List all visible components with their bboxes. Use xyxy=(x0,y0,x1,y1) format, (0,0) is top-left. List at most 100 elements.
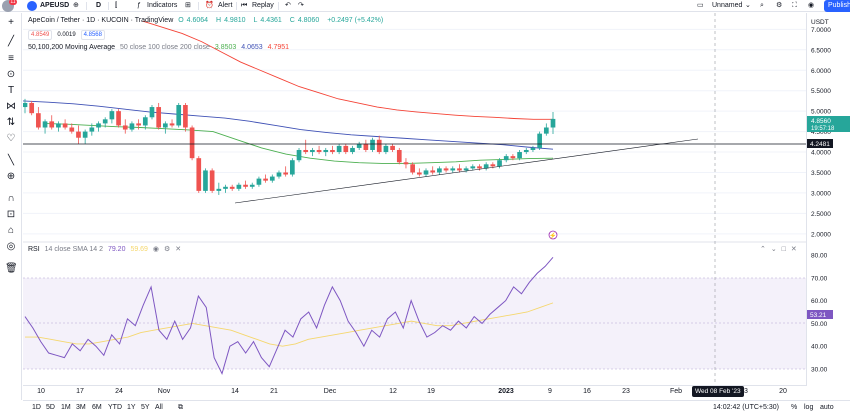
camera-icon[interactable]: ◉ xyxy=(808,2,815,9)
candle xyxy=(470,164,476,171)
templates-icon[interactable]: ⊞ xyxy=(185,2,191,9)
rsi-ma-line xyxy=(25,302,554,347)
range-button-all[interactable]: All xyxy=(155,404,163,411)
trash-icon[interactable]: 🗑 xyxy=(5,263,18,274)
candle xyxy=(336,143,342,155)
ma-legend: 50,100,200 Moving Average 50 close 100 c… xyxy=(28,44,292,51)
legend-change: +0.2497 (+5.42%) xyxy=(327,17,384,24)
publish-button[interactable]: Publish xyxy=(824,0,850,12)
trend-line-drawing[interactable] xyxy=(234,138,699,204)
fullscreen-icon[interactable]: ⛶ xyxy=(792,2,797,9)
hide-icon[interactable]: ◎ xyxy=(6,241,16,252)
clock[interactable]: 14:02:42 (UTC+5:30) xyxy=(713,404,779,411)
alert-icon[interactable]: ⏰ xyxy=(205,2,214,9)
candle xyxy=(49,115,55,130)
rsi-tick: 80.00 xyxy=(811,253,828,260)
lock-drawings-icon[interactable]: ⌂ xyxy=(7,225,15,236)
range-button-1d[interactable]: 1D xyxy=(32,404,41,411)
close-pane-icon[interactable]: ✕ xyxy=(790,246,797,253)
range-button-1m[interactable]: 1M xyxy=(61,404,71,411)
range-button-5y[interactable]: 5Y xyxy=(141,404,150,411)
pattern-icon[interactable]: ⋈ xyxy=(6,101,16,112)
time-axis[interactable]: 10 17 24 Nov 14 21 Dec 12 19 2023 9 16 23 Feb 13 20 xyxy=(23,385,806,399)
pitchfork-icon[interactable]: ⊙ xyxy=(6,69,16,80)
lock-icon[interactable]: ⊡ xyxy=(6,209,16,220)
ma200-line xyxy=(142,20,553,120)
candle xyxy=(196,156,202,193)
rsi-params: 14 close SMA 14 2 xyxy=(44,246,103,253)
bar-style-icon[interactable]: ⫿ xyxy=(115,2,118,9)
date-range-icon[interactable]: ⧉ xyxy=(178,404,183,411)
time-tick: 2023 xyxy=(498,388,514,395)
time-tick: 24 xyxy=(115,388,123,395)
replay-icon[interactable]: ⏮ xyxy=(241,2,248,9)
candle xyxy=(203,168,208,193)
replay-button[interactable]: Replay xyxy=(252,2,274,9)
candle xyxy=(183,102,188,132)
prediction-icon[interactable]: ⇅ xyxy=(6,117,16,128)
eye-icon[interactable]: ◉ xyxy=(152,246,160,253)
undo-icon[interactable]: ↶ xyxy=(285,2,291,9)
time-tick: Dec xyxy=(323,388,337,395)
layout-name[interactable]: Unnamed xyxy=(712,2,743,9)
candle xyxy=(363,139,369,153)
candle xyxy=(403,158,409,169)
candle xyxy=(209,168,215,193)
drawing-toolbar: + ╱ ≡ ⊙ T ⋈ ⇅ ♡ ╲ ⊕ ∩ ⊡ ⌂ ◎ 🗑 xyxy=(0,13,22,400)
last-price: 4.8560 xyxy=(811,118,831,125)
candle xyxy=(23,98,28,114)
maximize-pane-icon[interactable]: □ xyxy=(781,246,786,253)
percent-toggle[interactable]: % xyxy=(791,404,798,411)
price-tick: 7.0000 xyxy=(811,27,831,34)
candle xyxy=(136,119,141,130)
rsi-tick: 60.00 xyxy=(811,298,828,305)
candle xyxy=(176,102,182,128)
candle xyxy=(316,145,322,155)
candle xyxy=(223,184,228,193)
range-button-1y[interactable]: 1Y xyxy=(127,404,136,411)
settings-icon[interactable]: ⚙ xyxy=(163,246,171,253)
chevron-down-icon[interactable]: ⌄ xyxy=(745,2,751,9)
zoom-icon[interactable]: ⊕ xyxy=(6,171,16,182)
range-button-3m[interactable]: 3M xyxy=(76,404,86,411)
bid-button[interactable]: 4.8549 xyxy=(28,30,53,40)
chevron-up-icon[interactable]: ⌃ xyxy=(760,246,766,253)
candle xyxy=(416,168,422,177)
add-symbol-icon[interactable]: ⊕ xyxy=(73,2,79,9)
close-icon[interactable]: ✕ xyxy=(175,246,182,253)
indicators-icon[interactable]: ƒ xyxy=(137,2,141,9)
ask-button[interactable]: 4.8568 xyxy=(80,30,105,40)
magnet-icon[interactable]: ∩ xyxy=(7,193,15,204)
candle xyxy=(430,166,436,175)
range-button-ytd[interactable]: YTD xyxy=(108,404,122,411)
search-icon[interactable]: ⌕ xyxy=(760,2,764,9)
horizontal-lines-icon[interactable]: ≡ xyxy=(8,53,14,64)
settings-icon[interactable]: ⚙ xyxy=(776,2,783,9)
chevron-down-icon[interactable]: ⌄ xyxy=(770,246,777,253)
alert-button[interactable]: Alert xyxy=(218,2,233,9)
candle xyxy=(129,121,135,132)
time-tick: 23 xyxy=(622,388,630,395)
price-tick: 3.5000 xyxy=(811,170,831,177)
rsi-tick: 50.00 xyxy=(811,321,828,328)
ruler-icon[interactable]: ╲ xyxy=(7,155,15,166)
price-axis[interactable]: USDT 7.0000 6.5000 6.0000 5.5000 5.0000 4.500… xyxy=(806,13,850,386)
layout-icon[interactable]: ▭ xyxy=(697,2,704,9)
range-button-6m[interactable]: 6M xyxy=(92,404,102,411)
interval-button[interactable]: D xyxy=(96,2,102,9)
trend-line-icon[interactable]: ╱ xyxy=(7,36,15,47)
crosshair-icon[interactable]: + xyxy=(8,17,14,28)
range-button-5d[interactable]: 5D xyxy=(46,404,55,411)
symbol-search[interactable]: APEUSD xyxy=(40,2,70,9)
candle xyxy=(510,154,516,161)
apecoin-icon xyxy=(27,1,37,11)
text-icon[interactable]: T xyxy=(7,85,15,96)
candle xyxy=(36,107,41,130)
event-marker-icon[interactable] xyxy=(548,230,558,240)
price-chart[interactable]: ⚡ xyxy=(23,13,806,386)
indicators-button[interactable]: Indicators xyxy=(147,2,178,9)
favorites-icon[interactable]: ♡ xyxy=(6,133,16,144)
redo-icon[interactable]: ↷ xyxy=(298,2,304,9)
log-toggle[interactable]: log xyxy=(804,404,814,411)
auto-toggle[interactable]: auto xyxy=(820,404,834,411)
